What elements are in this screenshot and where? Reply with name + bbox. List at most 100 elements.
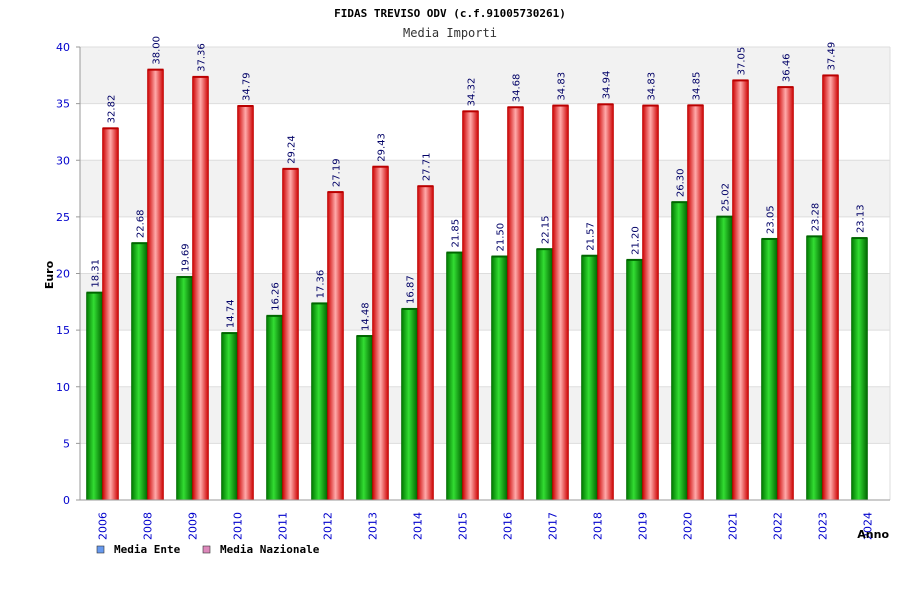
data-label: 34.94 [602,71,613,100]
bar-cap [806,235,823,238]
bar-media-ente [761,238,778,501]
legend-label: Media Nazionale [220,543,320,556]
bar-media-ente [716,216,733,501]
x-tick-label: 2020 [682,512,695,540]
x-axis: 2006 2008 2009 2010 2011 2012 2013 2014 2015 2016… [80,499,890,540]
bar-media-ente [221,332,238,501]
bar-media-nazionale [102,128,119,501]
x-tick-label: 2008 [142,512,155,540]
plot-band [80,330,890,387]
y-tick-label: 35 [56,98,70,111]
bar-cap [822,74,839,77]
bar-media-nazionale [507,106,524,501]
bar-media-nazionale [282,168,299,501]
data-label: 17.36 [316,270,327,299]
data-label: 34.85 [692,72,703,101]
y-tick-label: 5 [63,437,70,450]
data-label: 22.68 [136,210,147,239]
bar-cap [176,276,193,279]
plot-band [80,386,890,444]
bar-cap [237,105,254,108]
plot-band [80,47,890,104]
x-tick-label: 2013 [367,512,380,540]
bar-cap [851,237,868,240]
data-label: 29.43 [377,133,388,162]
data-label: 14.74 [226,299,237,328]
bar-cap [642,104,659,107]
data-label: 19.69 [181,243,192,272]
data-label: 37.49 [827,42,838,71]
y-axis-label: Euro [43,260,56,289]
bar-media-ente [806,236,823,501]
y-tick-label: 0 [63,494,70,507]
legend-label: Media Ente [114,543,181,556]
data-label: 23.13 [856,204,867,233]
bar-cap [671,201,688,204]
y-tick-label: 10 [56,381,70,394]
bar-media-ente [86,292,103,501]
data-label: 26.30 [676,169,687,198]
data-label: 27.19 [332,158,343,187]
bar-cap [147,68,164,71]
legend-swatch [202,545,211,554]
bar-media-nazionale [642,105,659,501]
y-tick-label: 25 [56,211,70,224]
bar-media-ente [671,201,688,501]
data-label: 25.02 [721,183,732,212]
x-tick-label: 2018 [592,512,605,540]
data-label: 38.00 [152,36,163,65]
bar-cap [401,307,418,310]
bar-cap [192,75,209,78]
data-label: 14.48 [361,302,372,331]
bar-cap [282,167,299,170]
bar-cap [716,215,733,218]
data-label: 34.83 [557,72,568,101]
bar-media-nazionale [372,166,389,501]
bar-cap [626,258,643,261]
bar-cap [221,332,238,335]
plot-band [80,216,890,274]
y-tick-label: 20 [56,268,70,281]
bar-media-ente [626,259,643,501]
data-label: 36.46 [782,53,793,82]
plot-band [80,443,890,500]
data-label: 23.28 [811,203,822,232]
bar-media-ente [176,276,193,501]
x-axis-label: Anno [857,528,889,541]
data-label: 21.20 [631,226,642,255]
x-tick-label: 2012 [322,512,335,540]
bar-media-ente [446,252,463,501]
bar-cap [327,191,344,194]
bar-media-ente [266,315,283,501]
bar-cap [777,86,794,89]
data-label: 16.87 [406,275,417,304]
data-label: 29.24 [287,135,298,164]
bar-media-ente [581,255,598,501]
x-tick-label: 2022 [772,512,785,540]
y-tick-label: 15 [56,324,70,337]
bar-cap [266,314,283,317]
bar-cap [462,110,479,113]
data-label: 34.68 [512,74,523,103]
bar-media-nazionale [597,104,614,501]
bar-media-ente [356,335,373,501]
x-tick-label: 2023 [817,512,830,540]
bar-cap [102,127,119,130]
x-tick-label: 2017 [547,512,560,540]
bar-media-nazionale [822,75,839,501]
data-label: 18.31 [91,259,102,288]
bar-media-nazionale [237,105,254,501]
bar-media-nazionale [687,105,704,501]
x-tick-label: 2011 [277,512,290,540]
bar-media-nazionale [552,105,569,501]
bar-cap [507,106,524,109]
bar-cap [311,302,328,305]
plot-band [80,103,890,161]
data-label: 32.82 [107,95,118,124]
legend: Media Ente Media Nazionale [96,543,320,556]
legend-swatch [96,545,105,554]
bar-media-ente [851,237,868,501]
bar-cap [687,104,704,107]
data-label: 34.32 [467,78,478,107]
